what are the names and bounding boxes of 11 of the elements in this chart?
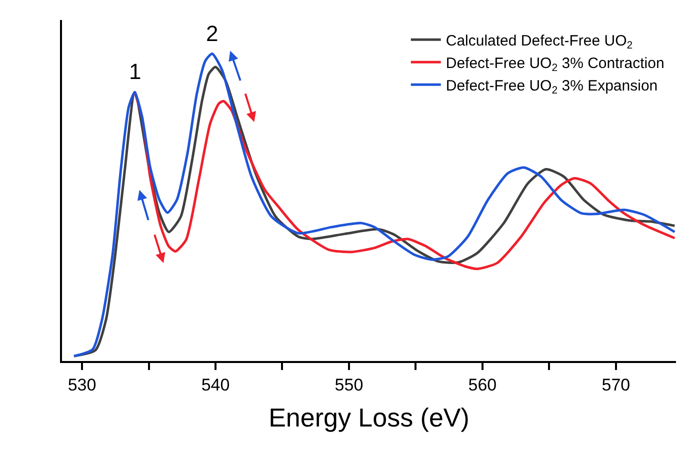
x-tick-label: 570 (602, 375, 630, 394)
x-tick-label: 530 (68, 375, 96, 394)
annotation: 1 (129, 59, 142, 84)
legend-label: Defect-Free UO$_{2}$ 3% Contraction (446, 55, 664, 74)
legend-label: Defect-Free UO$_{2}$ 3% Expansion (446, 78, 658, 97)
annotation: 2 (206, 21, 218, 46)
x-tick-label: 560 (468, 375, 497, 394)
x-tick-label: 550 (334, 375, 364, 394)
x-axis-title: Energy Loss (eV) (268, 402, 470, 433)
legend-label: Calculated Defect-Free UO$_{2}$ (446, 32, 633, 52)
x-tick-label: 540 (201, 375, 230, 394)
